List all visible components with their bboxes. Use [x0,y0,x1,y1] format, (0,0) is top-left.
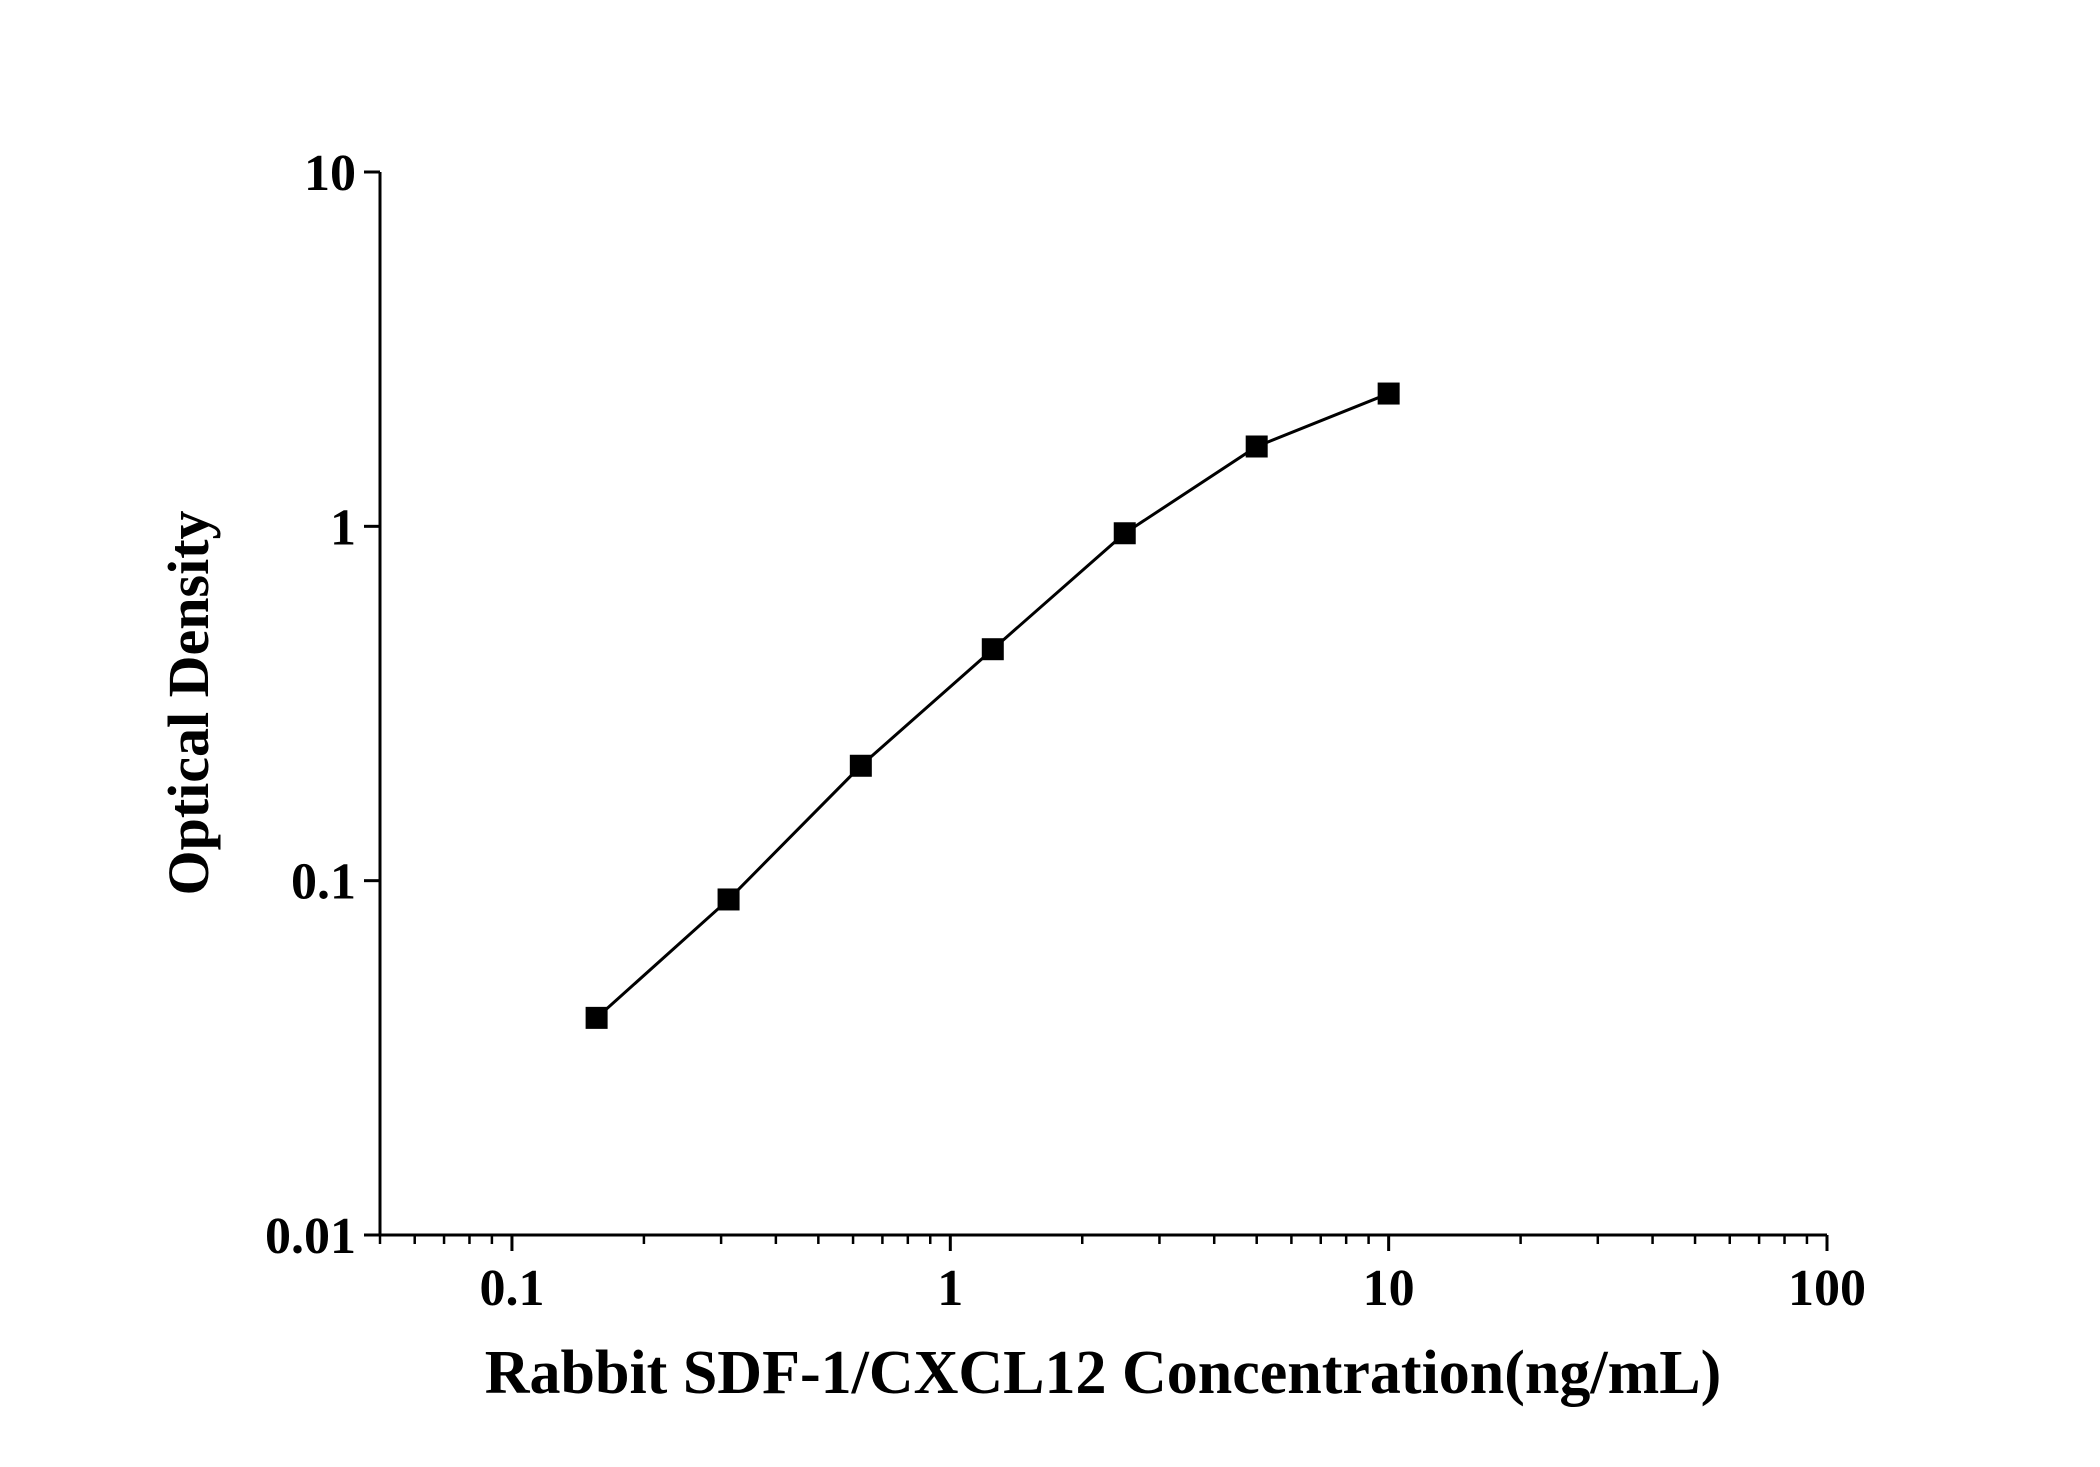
data-point [981,638,1004,661]
data-point [849,754,872,777]
y-tick-label: 0.1 [291,854,356,911]
y-axis-title: Optical Density [156,510,221,895]
x-tick-label: 10 [1363,1260,1415,1317]
data-line [595,392,1390,1019]
x-tick-label: 0.1 [479,1260,544,1317]
y-tick-label: 1 [330,499,356,556]
y-tick-label: 0.01 [265,1208,356,1265]
data-point [717,888,740,911]
data-point [585,1006,608,1029]
x-tick-label: 100 [1788,1260,1866,1317]
data-point [1113,522,1136,545]
data-point [1377,382,1400,405]
x-tick-label: 1 [937,1260,963,1317]
y-tick-label: 10 [304,145,356,202]
x-axis-title: Rabbit SDF-1/CXCL12 Concentration(ng/mL) [485,1339,1722,1407]
data-point [1245,435,1268,458]
